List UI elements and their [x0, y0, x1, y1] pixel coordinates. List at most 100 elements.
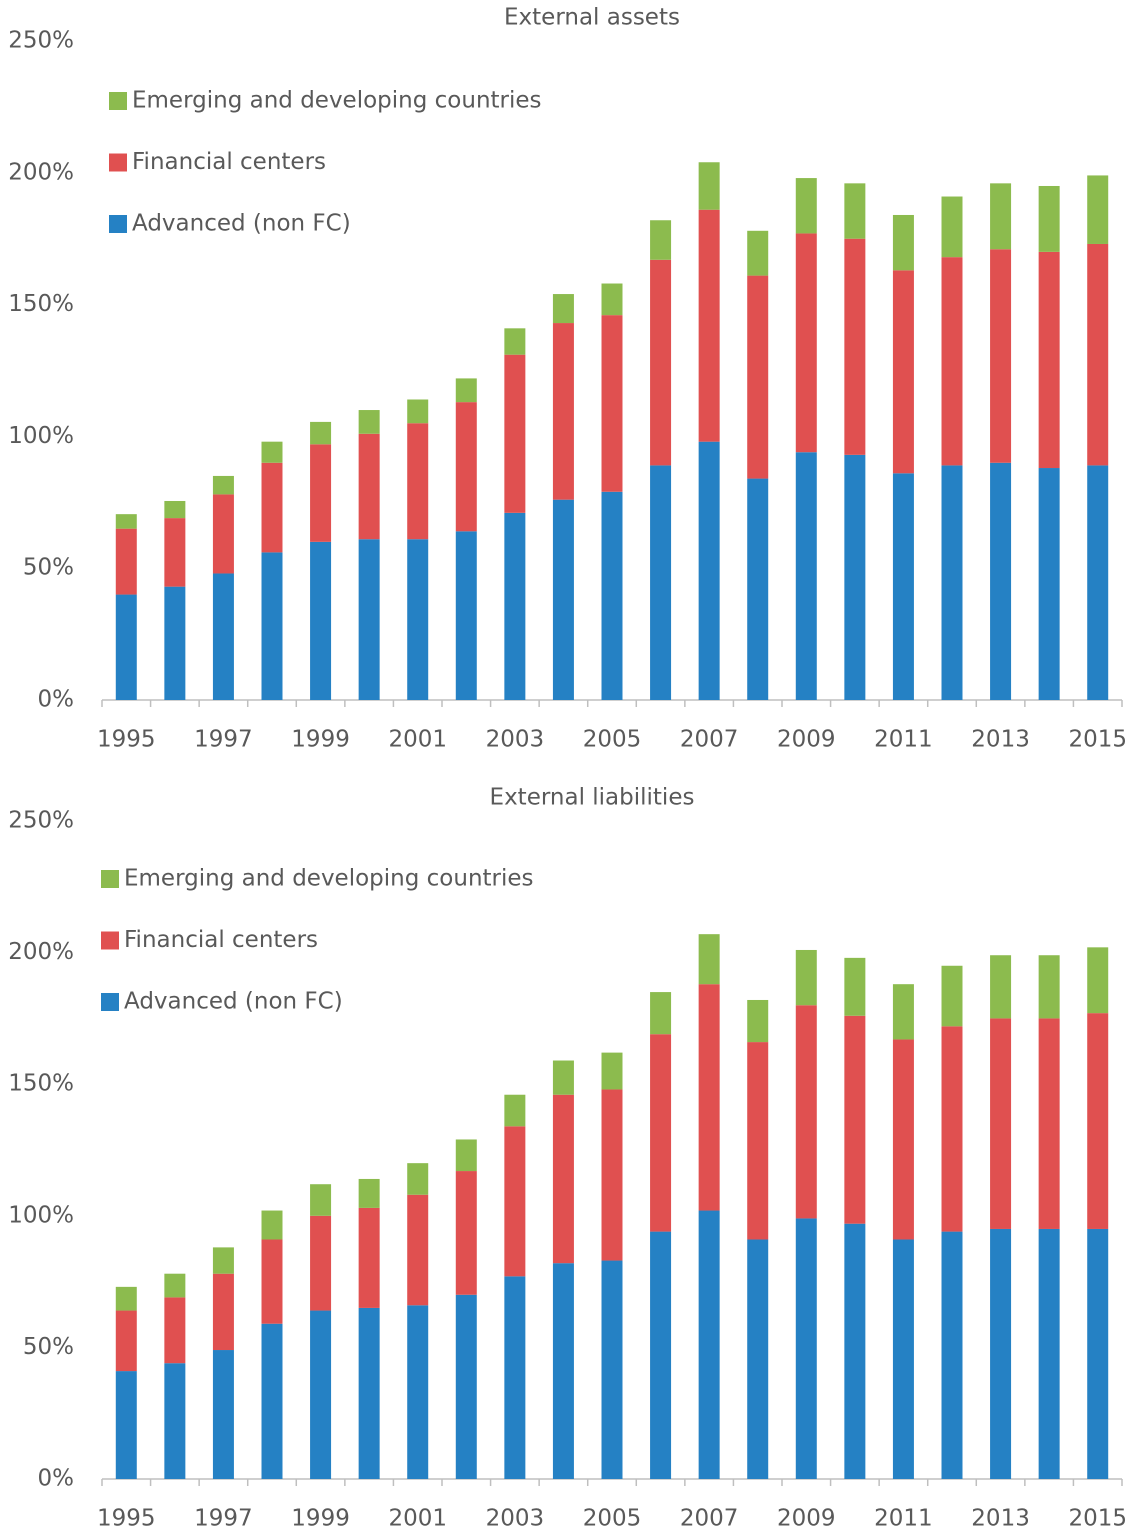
bar — [164, 500, 186, 519]
bar — [1038, 251, 1060, 469]
x-tick-label: 2001 — [388, 727, 447, 753]
bar — [601, 1089, 623, 1261]
y-tick-label: 250% — [8, 808, 74, 834]
bar — [990, 1018, 1012, 1229]
x-tick-label: 2011 — [874, 727, 933, 753]
legend-swatch — [101, 870, 119, 888]
y-tick-label: 0% — [38, 1466, 75, 1492]
bar — [795, 1005, 817, 1219]
bar — [795, 949, 817, 1006]
bar — [601, 491, 623, 700]
bar — [990, 249, 1012, 463]
bar — [504, 1094, 526, 1127]
bar — [601, 1260, 623, 1479]
x-tick-label: 2013 — [971, 1506, 1030, 1532]
x-tick-label: 1995 — [97, 727, 156, 753]
bar — [892, 1239, 914, 1479]
bar — [455, 1139, 477, 1172]
bar — [261, 441, 283, 463]
bar — [115, 594, 137, 700]
x-tick-label: 2015 — [1068, 727, 1127, 753]
bar — [990, 462, 1012, 700]
bar — [747, 999, 769, 1043]
bar — [552, 1060, 574, 1095]
bar — [844, 1223, 866, 1479]
bar — [212, 494, 234, 574]
bar — [941, 196, 963, 258]
y-tick-label: 200% — [8, 939, 74, 965]
legend-label: Emerging and developing countries — [124, 866, 534, 892]
bar — [1087, 1228, 1109, 1479]
x-tick-label: 2007 — [680, 727, 739, 753]
y-tick-label: 0% — [38, 687, 75, 713]
bar — [698, 934, 720, 985]
bar — [747, 1239, 769, 1479]
bar — [698, 441, 720, 700]
bar — [358, 539, 380, 700]
bar — [990, 955, 1012, 1019]
bar — [1038, 1018, 1060, 1229]
bar — [358, 1307, 380, 1479]
bar — [795, 1218, 817, 1479]
bar — [1087, 465, 1109, 700]
bar — [601, 315, 623, 492]
bar — [407, 399, 429, 424]
bar — [1038, 955, 1060, 1019]
bar — [747, 275, 769, 479]
bar — [164, 1363, 186, 1479]
bar — [1038, 468, 1060, 700]
x-tick-label: 2005 — [583, 727, 642, 753]
legend-label: Advanced (non FC) — [132, 211, 351, 237]
bar — [552, 294, 574, 324]
legend-swatch — [109, 153, 127, 172]
legend-label: Financial centers — [132, 149, 326, 175]
y-tick-label: 50% — [23, 555, 74, 581]
bar — [941, 465, 963, 700]
bar — [698, 1210, 720, 1479]
bar — [650, 259, 672, 466]
bar — [552, 499, 574, 700]
bar — [650, 220, 672, 260]
bar — [407, 423, 429, 540]
bar — [892, 1039, 914, 1240]
bar — [844, 454, 866, 700]
bar — [212, 475, 234, 495]
bar — [115, 1286, 137, 1311]
bar — [407, 539, 429, 700]
x-tick-label: 2001 — [388, 1506, 447, 1532]
bar — [941, 965, 963, 1027]
legend-swatch — [101, 931, 119, 950]
bar — [698, 162, 720, 210]
x-tick-label: 1999 — [291, 727, 350, 753]
bar — [504, 354, 526, 513]
x-tick-label: 2003 — [486, 727, 545, 753]
bar — [212, 573, 234, 700]
chart-title: External assets — [504, 5, 680, 31]
bar — [795, 233, 817, 453]
bar — [310, 1184, 332, 1216]
legend-swatch — [109, 215, 127, 233]
bar — [164, 586, 186, 700]
y-tick-label: 100% — [8, 423, 74, 449]
bar — [650, 1034, 672, 1232]
x-tick-label: 2011 — [874, 1506, 933, 1532]
bar — [892, 984, 914, 1040]
bar — [261, 1210, 283, 1240]
bar — [941, 257, 963, 466]
x-tick-label: 2003 — [486, 1506, 545, 1532]
bar — [1038, 1228, 1060, 1479]
y-tick-label: 100% — [8, 1202, 74, 1228]
bar — [795, 178, 817, 234]
bar — [310, 444, 332, 542]
legend-label: Financial centers — [124, 927, 318, 953]
bar — [212, 1350, 234, 1479]
bar — [698, 209, 720, 442]
bar — [164, 1273, 186, 1298]
bar — [115, 1310, 137, 1372]
legend-label: Advanced (non FC) — [124, 989, 343, 1015]
bar — [310, 541, 332, 700]
bar — [552, 1094, 574, 1264]
bar — [212, 1247, 234, 1274]
bar — [892, 270, 914, 474]
bar — [650, 465, 672, 700]
